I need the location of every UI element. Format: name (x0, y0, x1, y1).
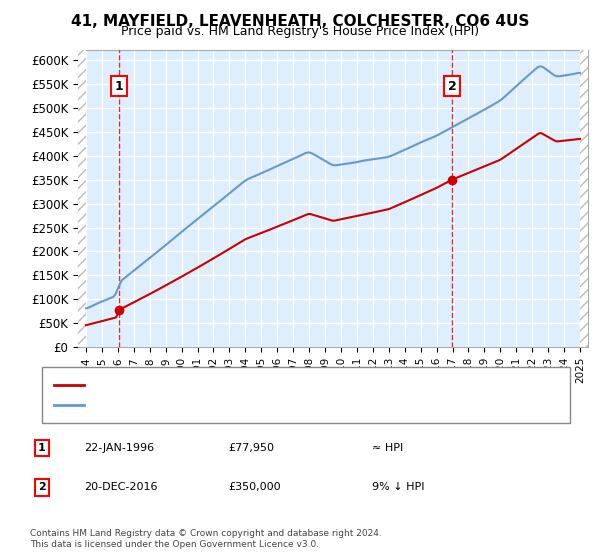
Text: 22-JAN-1996: 22-JAN-1996 (84, 443, 154, 453)
Text: £77,950: £77,950 (228, 443, 274, 453)
Text: ≈ HPI: ≈ HPI (372, 443, 403, 453)
Text: 1: 1 (38, 443, 46, 453)
Text: 41, MAYFIELD, LEAVENHEATH, COLCHESTER, CO6 4US: 41, MAYFIELD, LEAVENHEATH, COLCHESTER, C… (71, 14, 529, 29)
Text: HPI: Average price, detached house, Babergh: HPI: Average price, detached house, Babe… (96, 400, 333, 410)
Text: 9% ↓ HPI: 9% ↓ HPI (372, 482, 425, 492)
Text: 2: 2 (38, 482, 46, 492)
Text: 2: 2 (448, 80, 457, 92)
Bar (78, 50, 86, 347)
Text: Contains HM Land Registry data © Crown copyright and database right 2024.
This d: Contains HM Land Registry data © Crown c… (30, 529, 382, 549)
Text: £350,000: £350,000 (228, 482, 281, 492)
Text: Price paid vs. HM Land Registry's House Price Index (HPI): Price paid vs. HM Land Registry's House … (121, 25, 479, 38)
Text: 41, MAYFIELD, LEAVENHEATH, COLCHESTER, CO6 4US (detached house): 41, MAYFIELD, LEAVENHEATH, COLCHESTER, C… (96, 380, 472, 390)
Text: 20-DEC-2016: 20-DEC-2016 (84, 482, 157, 492)
Bar (580, 50, 588, 347)
Text: 1: 1 (115, 80, 124, 92)
